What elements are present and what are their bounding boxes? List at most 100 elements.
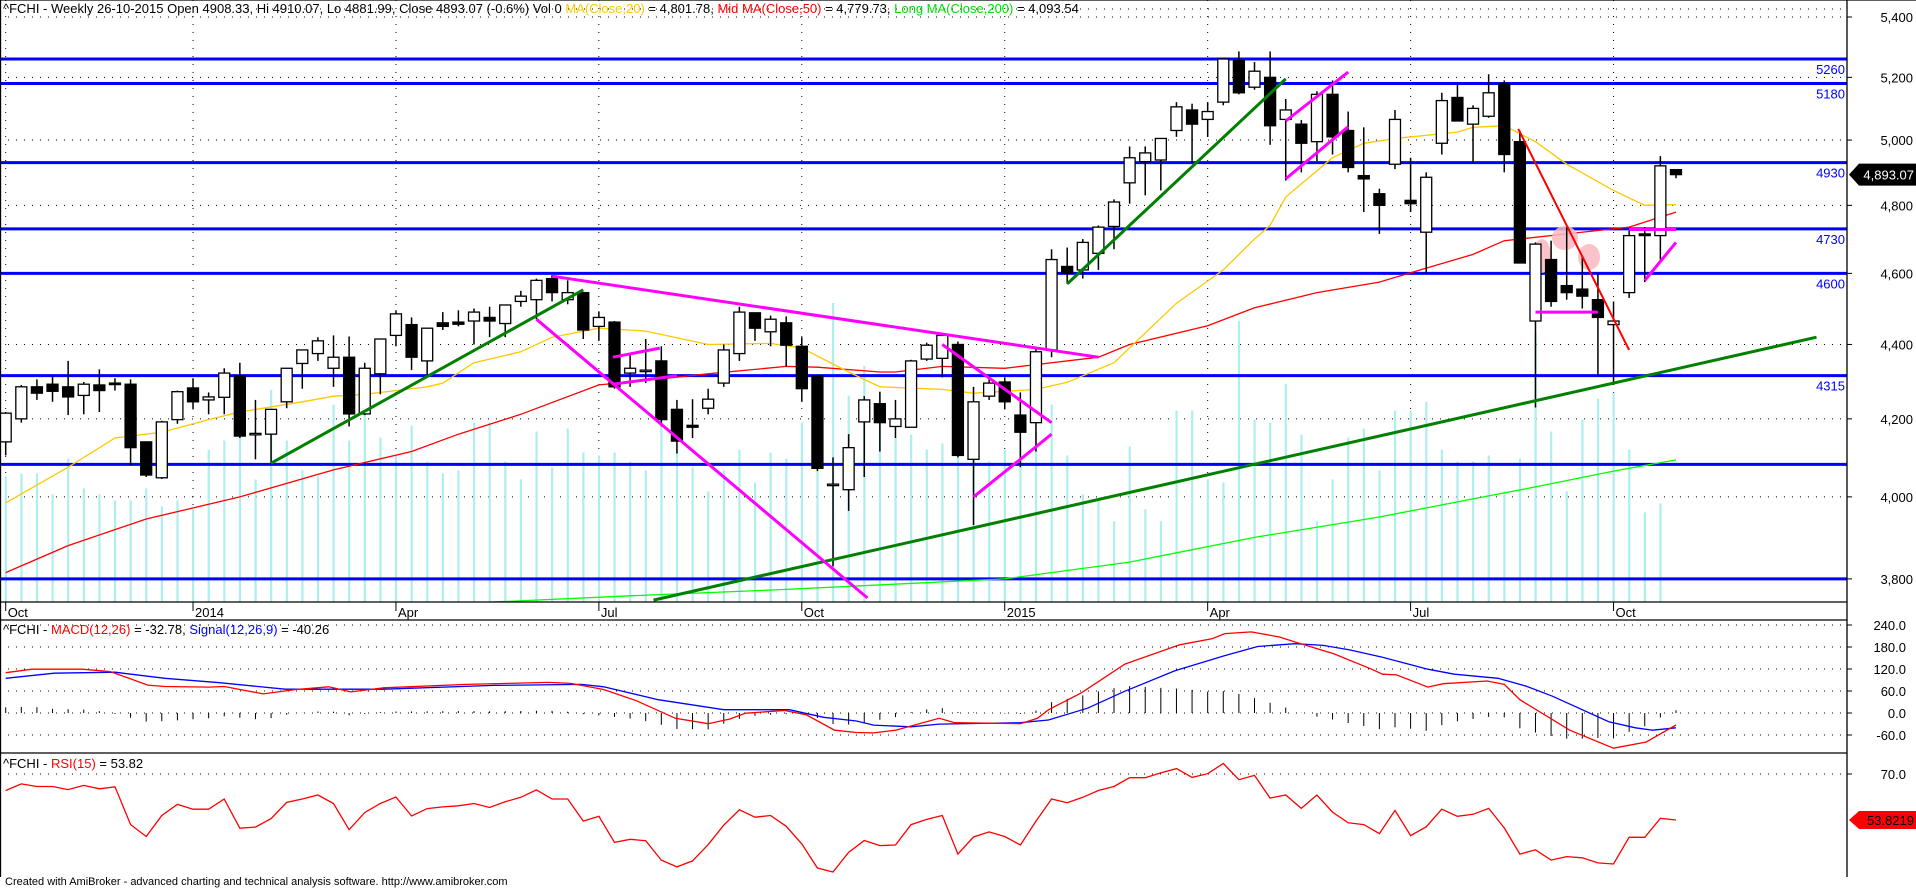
- candle: [296, 349, 309, 389]
- candle-body: [1326, 93, 1339, 138]
- volume-bar: [223, 440, 226, 602]
- macd-axis-label: 240.0: [1873, 618, 1906, 633]
- trendlines: [270, 70, 1817, 602]
- trendline: [270, 288, 585, 465]
- candle: [780, 316, 793, 367]
- volume-bar: [1487, 455, 1490, 602]
- candle: [795, 337, 808, 402]
- macd-line: [5, 631, 1677, 749]
- candle-body: [1622, 234, 1636, 294]
- price-axis-label: 5,000: [1880, 133, 1913, 148]
- trendline: [972, 433, 1053, 499]
- volume-bar: [426, 461, 429, 602]
- candle: [1560, 227, 1573, 300]
- volume-bar: [691, 467, 694, 602]
- candle: [1263, 51, 1277, 145]
- candle: [873, 391, 887, 452]
- trendline: [535, 318, 869, 600]
- volume-bar: [441, 473, 444, 602]
- candle-body: [1248, 70, 1261, 88]
- candle-body: [1638, 233, 1651, 237]
- candle: [218, 368, 231, 415]
- candle-body: [249, 432, 262, 436]
- candle: [342, 336, 356, 427]
- candle: [577, 291, 590, 340]
- volume-bar: [1503, 491, 1506, 602]
- trendline: [653, 335, 1817, 602]
- candle: [545, 275, 559, 302]
- candle: [46, 375, 59, 402]
- candle: [30, 379, 44, 400]
- candle-body: [280, 367, 293, 403]
- ma50-line: [5, 211, 1677, 574]
- volume-bar: [894, 437, 897, 602]
- volume-bar: [1472, 461, 1475, 602]
- volume-bar: [722, 470, 725, 602]
- price-axis-label: 3,800: [1880, 572, 1913, 587]
- volume-bar: [1300, 434, 1303, 602]
- volume-bar: [82, 488, 85, 602]
- macd-axis-label: 0.0: [1888, 706, 1906, 721]
- candle-body: [1591, 299, 1605, 319]
- volume-bar: [145, 488, 148, 602]
- candle-body: [46, 383, 59, 392]
- candle: [1482, 74, 1495, 118]
- candle-body: [1654, 165, 1667, 237]
- candle: [936, 334, 949, 378]
- volume-bar: [753, 482, 757, 602]
- footer-credit: Created with AmiBroker - advanced charti…: [5, 876, 508, 888]
- candle-body: [1185, 109, 1199, 125]
- candle-body: [858, 399, 871, 423]
- candle: [77, 381, 90, 415]
- candle: [1092, 225, 1105, 270]
- candle-body: [514, 295, 527, 303]
- candle: [1217, 58, 1230, 106]
- last-price-label: 4,893.07: [1863, 168, 1914, 183]
- volume-bar: [160, 506, 163, 602]
- level-label: 5180: [1816, 87, 1845, 102]
- candle: [15, 384, 28, 423]
- candle-body: [61, 386, 75, 398]
- volume-bar: [348, 440, 351, 602]
- candle-body: [140, 441, 153, 476]
- candle: [280, 367, 293, 409]
- candle-body: [405, 323, 418, 358]
- volume-bar: [1222, 482, 1225, 602]
- rsi-last-value-tag: [1849, 810, 1916, 829]
- candle: [1342, 111, 1355, 173]
- volume-bar: [301, 470, 304, 602]
- candle: [1466, 105, 1480, 163]
- volume-bar: [504, 461, 507, 602]
- volume-bar: [98, 494, 101, 602]
- candle: [1607, 301, 1620, 385]
- candle-body: [1388, 118, 1402, 165]
- candle-body: [982, 382, 996, 397]
- volume-bar: [1269, 422, 1272, 602]
- candle: [530, 278, 543, 320]
- candle-body: [702, 398, 715, 409]
- symbol-info: ^FCHI - Weekly 26-10-2015 Open 4908.33, …: [3, 1, 566, 16]
- candle-body: [1217, 58, 1230, 103]
- volume-bar: [910, 434, 913, 602]
- macd-panel-header: ^FCHI - MACD(12,26) = -32.78, Signal(12,…: [3, 622, 329, 637]
- volume-bar: [394, 455, 398, 602]
- volume-bar: [1237, 320, 1241, 602]
- level-label: 5260: [1816, 62, 1845, 77]
- grid: [0, 0, 1847, 775]
- candle-body: [0, 412, 12, 443]
- signal-line: [5, 643, 1677, 731]
- candle-body: [436, 322, 449, 328]
- candle: [1357, 127, 1370, 213]
- volume-bar: [816, 392, 819, 602]
- candle: [1498, 80, 1511, 173]
- price-axis-label: 5,400: [1880, 10, 1913, 25]
- candle: [140, 441, 153, 478]
- volume-bar: [1159, 521, 1163, 602]
- candle: [467, 308, 481, 345]
- candle-body: [1357, 174, 1370, 180]
- candle-body: [1045, 258, 1058, 351]
- candle-body: [1123, 157, 1136, 184]
- macd-value: = -32.78,: [130, 622, 190, 637]
- candlesticks: [0, 51, 1683, 567]
- volume-bar: [113, 500, 117, 602]
